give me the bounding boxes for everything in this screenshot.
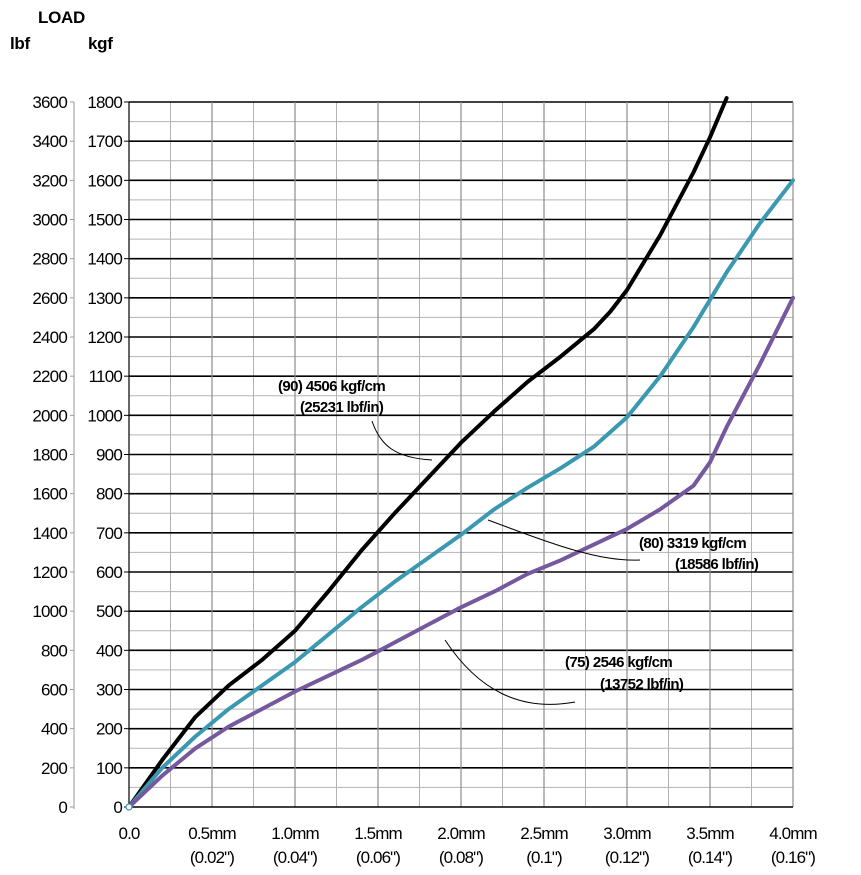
annotation-80-line1: (80) 3319 kgf/cm — [639, 535, 746, 552]
x-tick-labels: 0.0 0.5mm (0.02") 1.0mm (0.04") 1.5mm (0.06") 2… — [119, 824, 819, 867]
kgf-tick-labels: 0 100 200 300 400 500 600 700 800 900 1000 1100 1200… — [87, 93, 129, 817]
kgf-tick-label: 1000 — [87, 406, 122, 425]
x-tick-label-mm: 1.0mm — [271, 824, 319, 843]
annotation-80-line2: (18586 lbf/in) — [675, 556, 759, 573]
lbf-tick-label: 2000 — [32, 406, 67, 425]
kgf-tick-label: 700 — [96, 524, 122, 543]
lbf-tick-label: 2800 — [32, 250, 67, 269]
lbf-tick-label: 1600 — [32, 485, 67, 504]
lbf-tick-label: 3200 — [32, 171, 67, 190]
x-tick-label-mm: 0.0 — [119, 824, 140, 843]
series-lines — [125, 96, 795, 811]
x-tick-label-mm: 1.5mm — [354, 824, 402, 843]
x-tick-label-mm: 2.0mm — [437, 824, 485, 843]
kgf-tick-label: 1600 — [87, 171, 122, 190]
x-tick-label-inch: (0.06") — [356, 848, 400, 867]
lbf-tick-label: 1000 — [32, 602, 67, 621]
annotation-90-leader — [371, 420, 433, 461]
x-tick-label-inch: (0.08") — [439, 848, 483, 867]
load-title: LOAD — [38, 8, 85, 27]
series-line-90 — [127, 96, 729, 809]
kgf-unit-label: kgf — [88, 34, 113, 53]
kgf-tick-label: 0 — [113, 798, 122, 817]
kgf-tick-label: 1700 — [87, 132, 122, 151]
lbf-tick-labels: 0 200 400 600 800 1000 1200 1400 1600 1800 2000 220… — [32, 93, 74, 817]
lbf-tick-label: 1400 — [32, 524, 67, 543]
kgf-tick-label: 400 — [96, 641, 122, 660]
lbf-tick-label: 3000 — [32, 211, 67, 230]
series-line-80 — [127, 178, 795, 809]
lbf-tick-label: 200 — [41, 759, 67, 778]
x-tick-label-inch: (0.14") — [688, 848, 732, 867]
annotation-90-line2: (25231 lbf/in) — [300, 399, 384, 416]
lbf-tick-label: 600 — [41, 681, 67, 700]
lbf-tick-label: 2400 — [32, 328, 67, 347]
kgf-tick-label: 1800 — [87, 93, 122, 112]
kgf-tick-label: 1500 — [87, 211, 122, 230]
major-grid — [129, 101, 794, 807]
kgf-tick-label: 200 — [96, 720, 122, 739]
origin-marker — [125, 803, 133, 811]
annotation-90-line1: (90) 4506 kgf/cm — [278, 378, 385, 395]
kgf-tick-label: 1200 — [87, 328, 122, 347]
lbf-tick-label: 2600 — [32, 289, 67, 308]
annotation-75-line1: (75) 2546 kgf/cm — [565, 654, 672, 671]
annotation-75-line2: (13752 lbf/in) — [600, 676, 684, 693]
axes — [73, 102, 793, 809]
kgf-tick-label: 500 — [96, 602, 122, 621]
kgf-tick-label: 600 — [96, 563, 122, 582]
lbf-tick-label: 800 — [41, 641, 67, 660]
lbf-tick-label: 0 — [58, 798, 67, 817]
x-tick-label-inch: (0.16") — [771, 848, 815, 867]
lbf-tick-label: 1200 — [32, 563, 67, 582]
lbf-tick-label: 400 — [41, 720, 67, 739]
lbf-tick-label: 1800 — [32, 446, 67, 465]
x-tick-label-mm: 3.5mm — [686, 824, 734, 843]
kgf-tick-label: 900 — [96, 446, 122, 465]
series-annotations: (90) 4506 kgf/cm (25231 lbf/in) (80) 3319 … — [278, 378, 759, 693]
kgf-tick-label: 800 — [96, 485, 122, 504]
annotation-75-leader — [444, 639, 576, 705]
x-tick-label-mm: 2.5mm — [520, 824, 568, 843]
lbf-tick-label: 3600 — [32, 93, 67, 112]
series-line-75 — [127, 295, 795, 809]
x-tick-label-inch: (0.1") — [526, 848, 562, 867]
kgf-tick-label: 1100 — [89, 367, 123, 386]
lbf-unit-label: lbf — [10, 34, 30, 53]
lbf-tick-label: 3400 — [32, 132, 67, 151]
x-tick-label-inch: (0.04") — [273, 848, 317, 867]
x-tick-label-mm: 4.0mm — [769, 824, 817, 843]
x-tick-label-inch: (0.12") — [605, 848, 649, 867]
kgf-tick-label: 300 — [96, 681, 122, 700]
lbf-tick-label: 2200 — [32, 367, 67, 386]
x-tick-label-inch: (0.02") — [190, 848, 234, 867]
kgf-tick-label: 100 — [96, 759, 122, 778]
annotation-leaders — [371, 420, 641, 705]
kgf-tick-label: 1400 — [87, 250, 122, 269]
annotation-80-leader — [487, 519, 641, 561]
x-tick-label-mm: 3.0mm — [603, 824, 651, 843]
kgf-tick-label: 1300 — [87, 289, 122, 308]
x-tick-label-mm: 0.5mm — [188, 824, 236, 843]
